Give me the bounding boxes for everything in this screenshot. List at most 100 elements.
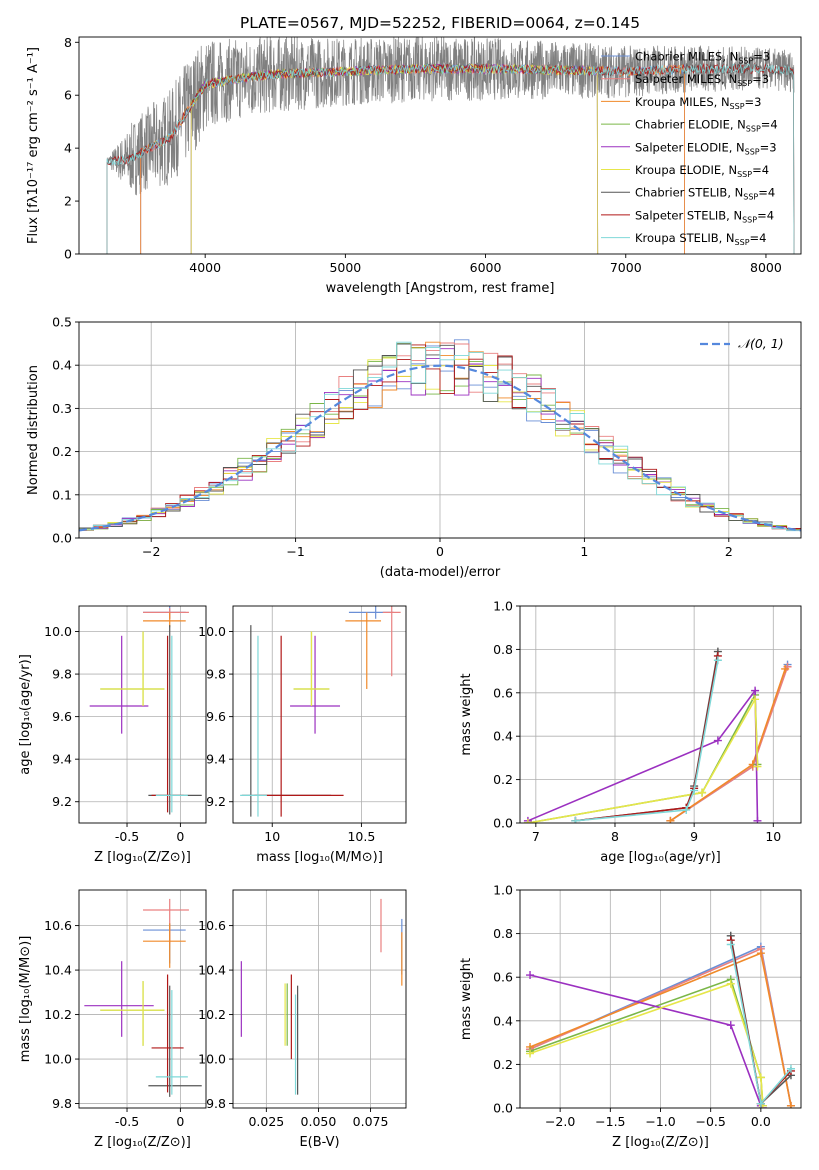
- mass-weight-vs-Z-panel: −2.0 −1.5 −1.0 −0.5 0.0 0.0 0.2 0.4 0.6 0.8 1.0 Z […: [459, 883, 802, 1150]
- errorbar-point-salpeter-elodie: [89, 635, 149, 734]
- normal-curve: [79, 364, 801, 532]
- errorbar-point-salpeter-elodie: [84, 961, 154, 1037]
- residuals-xtick-label: −1: [286, 544, 304, 559]
- mass_vs_Z-frame: [78, 889, 207, 1109]
- residuals-xtick-label: −2: [142, 544, 160, 559]
- legend-label-chabrier-elodie: Chabrier ELODIE, NSSP=4: [635, 118, 778, 134]
- legend-label-salpeter-stelib: Salpeter STELIB, NSSP=4: [635, 208, 774, 224]
- mass_weight_vs_Z-xtick-label: 0.0: [751, 1114, 771, 1129]
- age-vs-Z-plot-area: [89, 606, 202, 815]
- spectrum-ytick-label: 4: [64, 141, 72, 156]
- errorbar-point-salpeter-miles: [382, 606, 401, 677]
- mass_vs_EBV-ytick-label: 10.0: [198, 1052, 226, 1067]
- errorbar-point-kroupa-elodie: [100, 631, 165, 706]
- mass-weight-point-kroupa-stelib: [726, 940, 735, 949]
- spectrum-panel: 4000 5000 6000 7000 8000 0 2 4 6 8 wavelength [Ang…: [26, 35, 802, 296]
- errorbar-point-chabrier-stelib: [148, 625, 202, 815]
- mass_vs_EBV-xlabel: E(B-V): [299, 1135, 339, 1150]
- spectrum-xtick-label: 4000: [189, 260, 221, 275]
- age_vs_Z-frame: [78, 605, 207, 824]
- mass-vs-Z-plot-area: [84, 898, 202, 1097]
- errorbar-point-kroupa-elodie: [293, 631, 330, 706]
- age_vs_Z-xlabel: Z [log₁₀(Z/Z⊙)]: [94, 850, 191, 865]
- mass-weight-point-kroupa-miles: [781, 664, 790, 673]
- age_vs_Z-ylabel: age [log₁₀(age/yr)]: [18, 654, 33, 775]
- mass_vs_EBV-ytick-label: 10.6: [198, 918, 226, 933]
- model-spectrum-salpeter-stelib: [106, 62, 795, 254]
- spectrum-xtick-label: 6000: [470, 260, 502, 275]
- mass-weight-point-kroupa-stelib: [682, 805, 691, 814]
- mass_weight_vs_Z-ytick-label: 0.4: [493, 1013, 513, 1028]
- mass_vs_Z-ytick-label: 9.8: [52, 1096, 72, 1111]
- mass-vs-Z-panel: -0.5 0 9.8 10.0 10.2 10.4 10.6 Z [log₁₀(Z/Z⊙)] m…: [18, 889, 207, 1150]
- mass-weight-point-kroupa-elodie: [523, 819, 532, 823]
- mass_weight_vs_age-ytick-label: 0.6: [493, 685, 513, 700]
- mass_weight_vs_Z-ylabel: mass weight: [459, 958, 474, 1040]
- residuals-ytick-label: 0.3: [52, 401, 72, 416]
- spectrum-xtick-label: 8000: [750, 260, 782, 275]
- residuals-xtick-label: 1: [580, 544, 588, 559]
- age-vs-mass-plot-area: [240, 606, 401, 817]
- mass-weight-line-salpeter-elodie: [529, 974, 764, 1108]
- legend-label-kroupa-miles: Kroupa MILES, NSSP=3: [635, 95, 761, 111]
- mass_vs_EBV-xtick-label: 0.025: [248, 1114, 284, 1129]
- mass-weight-point-kroupa-miles: [666, 816, 675, 823]
- mass_vs_Z-ylabel: mass [log₁₀(M/M⊙)]: [18, 936, 33, 1063]
- residuals-plot-area: [79, 339, 801, 533]
- age_vs_Z-ytick-label: 10.0: [44, 624, 72, 639]
- mass-weight-point-kroupa-miles: [786, 1101, 795, 1108]
- errorbar-point-kroupa-stelib: [155, 635, 188, 813]
- age_vs_Z-xtick-label: -0.5: [115, 829, 139, 844]
- mass_weight_vs_age-xlabel: age [log₁₀(age/yr)]: [600, 850, 721, 865]
- mass-weight-line-salpeter-elodie: [527, 688, 759, 822]
- mass_weight_vs_age-ytick-label: 0.2: [493, 772, 513, 787]
- mass_vs_EBV-ytick-label: 9.8: [206, 1096, 226, 1111]
- mass-weight-point-kroupa-stelib: [713, 656, 722, 665]
- mass_vs_Z-xtick-label: -0.5: [115, 1114, 139, 1129]
- mass_weight_vs_age-ytick-label: 1.0: [493, 599, 513, 614]
- mass_weight_vs_Z-xtick-label: −0.5: [695, 1114, 725, 1129]
- mass_weight_vs_age-ytick-label: 0.8: [493, 642, 513, 657]
- age_vs_mass-ytick-label: 9.2: [206, 794, 226, 809]
- mass_weight_vs_Z-ytick-label: 0.0: [493, 1101, 513, 1116]
- errorbar-point-salpeter-miles: [143, 898, 189, 944]
- residuals-ytick-label: 0.0: [52, 531, 72, 546]
- mass_vs_EBV-ytick-label: 10.2: [198, 1007, 226, 1022]
- errorbar-point-chabrier-elodie: [100, 981, 165, 1046]
- spectrum-ytick-label: 8: [64, 35, 72, 50]
- mass-weight-point-kroupa-stelib: [571, 816, 580, 823]
- legend-label-normal: 𝒩(0, 1): [738, 336, 784, 351]
- age_vs_Z-ytick-label: 9.4: [52, 752, 72, 767]
- mass_vs_Z-ytick-label: 10.6: [44, 918, 72, 933]
- errorbar-point-salpeter-stelib: [151, 635, 184, 813]
- errorbar-point-chabrier-miles: [143, 923, 186, 964]
- mass-vs-EBV-plot-area: [240, 898, 403, 1095]
- mass-weight-point-kroupa-stelib: [786, 1064, 795, 1073]
- mass_weight_vs_age-ytick-label: 0.0: [493, 816, 513, 831]
- errorbar-point-chabrier-stelib: [241, 625, 332, 817]
- mass_weight_vs_Z-xtick-label: −1.0: [645, 1114, 675, 1129]
- age_vs_mass-ytick-label: 10.0: [198, 624, 226, 639]
- mass_vs_EBV-frame: [232, 889, 407, 1109]
- mass-weight-point-salpeter-elodie: [751, 686, 760, 695]
- mass_weight_vs_Z-ytick-label: 0.8: [493, 926, 513, 941]
- age_vs_mass-ytick-label: 9.4: [206, 752, 226, 767]
- mass-weight-vs-age-panel: 7 8 9 10 0.0 0.2 0.4 0.6 0.8 1.0 age [log₁₀(age/yr…: [459, 599, 802, 865]
- legend-label-kroupa-elodie: Kroupa ELODIE, NSSP=4: [635, 163, 769, 179]
- mass_weight_vs_age-xtick-label: 8: [611, 829, 619, 844]
- mass_vs_EBV-xtick-label: 0.075: [353, 1114, 389, 1129]
- errorbar-point-salpeter-miles: [143, 608, 189, 619]
- mass-weight-line-salpeter-stelib: [575, 655, 719, 822]
- spectrum-plot-area: [106, 37, 795, 254]
- spectrum-frame: [78, 36, 802, 255]
- errorbar-point-kroupa-miles: [345, 612, 382, 689]
- residuals-ytick-label: 0.1: [52, 487, 72, 502]
- residuals-ytick-label: 0.4: [52, 358, 72, 373]
- mass-weight-point-salpeter-elodie: [753, 816, 762, 823]
- errorbar-point-kroupa-miles: [143, 923, 186, 968]
- errorbar-point-kroupa-stelib: [240, 635, 267, 817]
- mass_vs_EBV-ytick-label: 10.4: [198, 963, 226, 978]
- mass-weight-point-kroupa-miles: [756, 949, 765, 958]
- residuals-xtick-label: 0: [436, 544, 444, 559]
